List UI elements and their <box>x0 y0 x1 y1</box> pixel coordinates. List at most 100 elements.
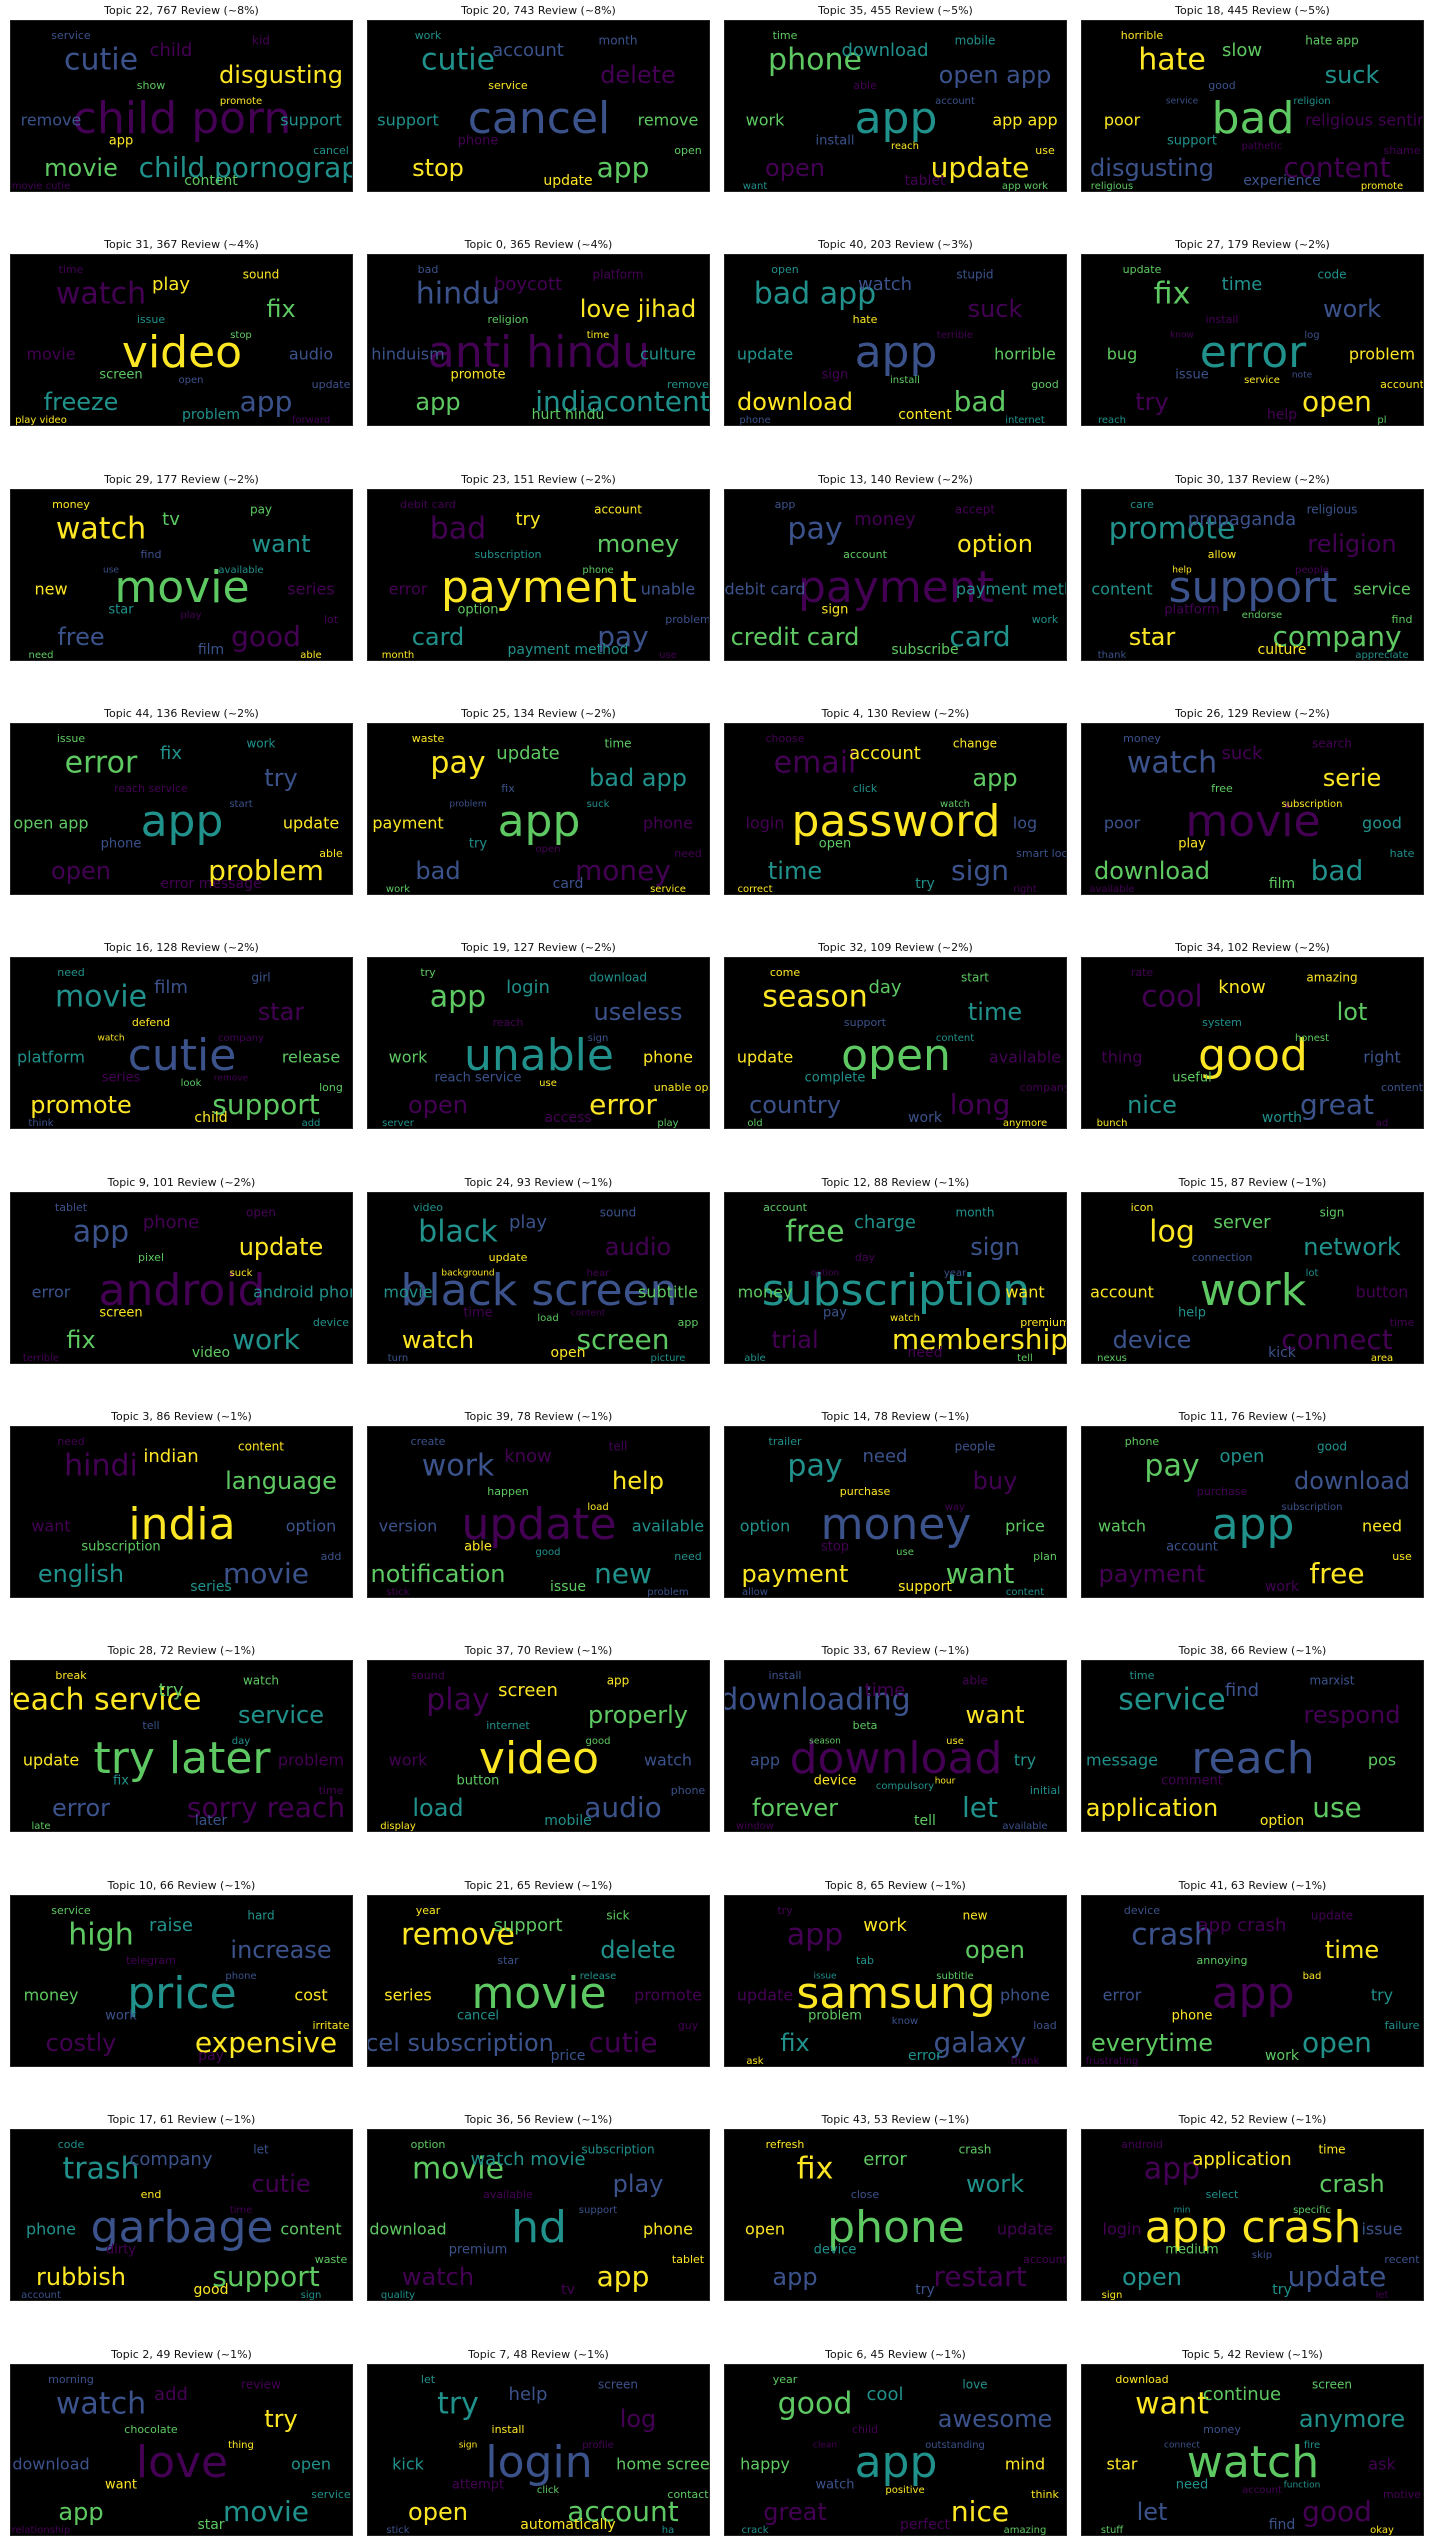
wordcloud-word: start <box>229 799 252 810</box>
wordcloud-word: month <box>599 34 638 48</box>
wordcloud-word: try <box>264 2405 297 2433</box>
wordcloud-word: search <box>1312 737 1352 751</box>
wordcloud-word: content <box>898 407 952 423</box>
wordcloud-word: service <box>1118 1683 1225 1718</box>
wordcloud-word: bad <box>954 385 1007 418</box>
wordcloud-word: time <box>59 263 84 276</box>
wordcloud-word: good <box>778 2387 853 2422</box>
wordcloud-word: load <box>537 1313 558 1324</box>
wordcloud-canvas: app error problem open try fix open app update e… <box>10 723 353 895</box>
wordcloud-word: work <box>1032 613 1059 626</box>
wordcloud-word: update <box>461 1499 616 1550</box>
wordcloud-word: use <box>946 1736 964 1747</box>
wordcloud-word: religion <box>488 313 529 326</box>
wordcloud-word: able <box>319 847 343 860</box>
wordcloud-word: great <box>763 2498 826 2526</box>
wordcloud-word: ha <box>662 2525 674 2536</box>
wordcloud-word: watch <box>56 2387 146 2422</box>
wordcloud-word: time <box>1130 1669 1155 1682</box>
wordcloud-word: phone <box>1000 1986 1050 2005</box>
wordcloud-word: subscription <box>581 2143 654 2157</box>
wordcloud-word: play <box>657 1118 678 1129</box>
wordcloud-word: work <box>415 29 442 42</box>
wordcloud-word: content <box>184 173 238 189</box>
wordcloud-word: payment <box>742 1560 849 1588</box>
wordcloud-word: bad <box>1311 854 1364 887</box>
wordcloud-word: culture <box>640 345 696 364</box>
wordcloud-word: payment <box>372 814 443 833</box>
wordcloud-word: profile <box>582 2440 614 2451</box>
wordcloud-word: work <box>105 2009 137 2024</box>
wordcloud-word: free <box>57 623 104 651</box>
wordcloud-word: boycott <box>494 274 562 295</box>
wordcloud-word: help <box>1267 407 1297 423</box>
wordcloud-word: system <box>1202 1016 1242 1029</box>
wordcloud-word: language <box>225 1467 337 1495</box>
wordcloud-word: phone <box>582 565 613 576</box>
wordcloud-word: work <box>389 1751 428 1770</box>
wordcloud-word: problem <box>665 613 710 626</box>
panel-title: Topic 27, 179 Review (~2%) <box>1175 238 1330 251</box>
wordcloud-word: money <box>52 498 90 511</box>
wordcloud-word: sign <box>822 368 849 383</box>
wordcloud-word: access <box>544 1110 591 1126</box>
wordcloud-word: hate <box>1138 43 1206 78</box>
wordcloud-word: new <box>594 1557 652 1590</box>
wordcloud-word: time <box>587 330 610 341</box>
wordcloud-word: note <box>1292 371 1313 381</box>
wordcloud-word: ask <box>1368 2455 1396 2474</box>
wordcloud-word: support <box>280 111 341 130</box>
wordcloud-word: open <box>1220 1446 1265 1467</box>
wordcloud-word: delete <box>600 1936 676 1964</box>
wordcloud-word: girl <box>251 971 270 985</box>
wordcloud-word: show <box>137 79 165 92</box>
wordcloud-word: bad app <box>589 764 687 792</box>
wordcloud-word: suck <box>587 799 610 810</box>
wordcloud-word: device <box>814 1774 857 1789</box>
wordcloud-svg: garbage trash support rubbish cutie company ph… <box>21 2138 347 2300</box>
wordcloud-word: price <box>1005 1517 1045 1536</box>
wordcloud-word: cutie <box>588 2026 657 2059</box>
wordcloud-word: remove <box>667 378 709 391</box>
wordcloud-word: initial <box>1030 1784 1060 1797</box>
wordcloud-word: install <box>816 134 855 149</box>
wordcloud-word: account <box>849 743 921 764</box>
wordcloud-word: long <box>950 1088 1010 1121</box>
wordcloud-word: app <box>141 796 224 847</box>
wordcloud-word: issue <box>57 732 85 745</box>
wordcloud-word: app <box>597 2260 650 2293</box>
wordcloud-word: android <box>99 1265 266 1316</box>
wordcloud-word: account <box>1242 2485 1282 2496</box>
wordcloud-word: free <box>785 1215 844 1250</box>
wordcloud-word: want <box>946 1557 1015 1590</box>
wordcloud-word: star <box>1107 2455 1138 2474</box>
wordcloud-word: new <box>963 1909 988 1923</box>
wordcloud-word: card <box>553 876 584 892</box>
wordcloud-word: want <box>1135 2387 1209 2422</box>
wordcloud-word: company <box>130 2149 213 2170</box>
wordcloud-word: service <box>1166 97 1199 107</box>
wordcloud-word: poor <box>1104 814 1141 833</box>
wordcloud-word: love jihad <box>580 295 696 323</box>
wordcloud-word: money <box>821 1499 972 1550</box>
wordcloud-canvas: samsung app galaxy fix open work update phone er… <box>724 1895 1067 2067</box>
wordcloud-canvas: child porn cutie child pornography movie dis… <box>10 20 353 192</box>
wordcloud-word: premium <box>1020 1316 1067 1329</box>
panel-title: Topic 23, 151 Review (~2%) <box>461 473 616 486</box>
panel-title: Topic 11, 76 Review (~1%) <box>1178 1410 1327 1423</box>
wordcloud-word: cool <box>1141 980 1203 1015</box>
wordcloud-word: crash <box>959 2143 992 2157</box>
wordcloud-word: issue <box>1175 368 1208 383</box>
wordcloud-word: try <box>1272 2282 1292 2298</box>
wordcloud-word: shame <box>1384 144 1421 157</box>
wordcloud-word: platform <box>593 268 644 282</box>
wordcloud-word: device <box>1124 1904 1160 1917</box>
wordcloud-word: garbage <box>91 2202 274 2253</box>
wordcloud-word: movie <box>1185 796 1320 847</box>
wordcloud-word: irritate <box>312 2019 349 2032</box>
wordcloud-word: india <box>128 1499 235 1550</box>
panel-title: Topic 36, 56 Review (~1%) <box>464 2113 613 2126</box>
wordcloud-word: open <box>179 375 204 386</box>
wordcloud-word: use <box>659 650 677 661</box>
